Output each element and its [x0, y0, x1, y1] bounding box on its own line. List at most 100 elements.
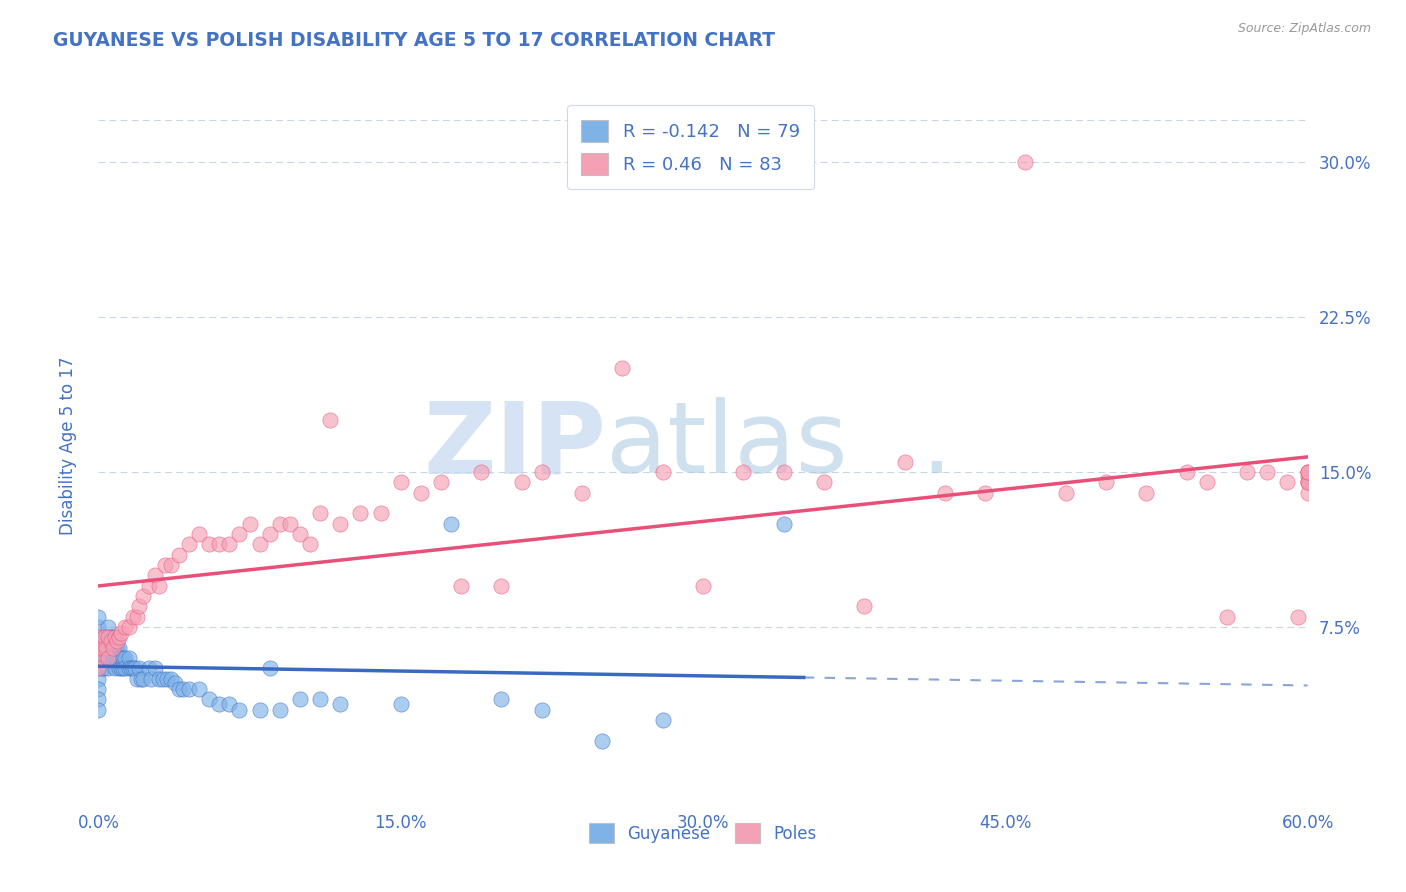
Point	[1216, 609, 1239, 624]
Point	[121, 609, 143, 624]
Point	[87, 640, 110, 655]
Point	[96, 651, 118, 665]
Point	[974, 485, 997, 500]
Point	[101, 640, 124, 655]
Point	[450, 579, 472, 593]
Point	[148, 579, 170, 593]
Point	[110, 661, 132, 675]
Point	[87, 692, 110, 706]
Point	[138, 661, 160, 675]
Point	[103, 640, 125, 655]
Point	[128, 661, 150, 675]
Point	[87, 703, 110, 717]
Point	[1296, 485, 1319, 500]
Point	[934, 485, 956, 500]
Point	[188, 681, 211, 696]
Point	[1195, 475, 1218, 490]
Point	[107, 661, 129, 675]
Point	[97, 630, 120, 644]
Point	[97, 651, 120, 665]
Point	[132, 589, 155, 603]
Point	[309, 692, 332, 706]
Point	[612, 361, 634, 376]
Point	[105, 634, 128, 648]
Point	[125, 672, 148, 686]
Point	[87, 620, 110, 634]
Point	[96, 630, 118, 644]
Point	[93, 661, 115, 675]
Point	[100, 651, 122, 665]
Point	[118, 651, 141, 665]
Point	[96, 640, 118, 655]
Text: Source: ZipAtlas.com: Source: ZipAtlas.com	[1237, 22, 1371, 36]
Y-axis label: Disability Age 5 to 17: Disability Age 5 to 17	[59, 357, 77, 535]
Point	[249, 703, 271, 717]
Point	[853, 599, 876, 614]
Point	[259, 661, 281, 675]
Point	[97, 620, 120, 634]
Point	[114, 661, 136, 675]
Point	[329, 697, 352, 711]
Point	[114, 651, 136, 665]
Point	[218, 537, 240, 551]
Point	[299, 537, 322, 551]
Point	[228, 703, 250, 717]
Point	[91, 640, 114, 655]
Point	[278, 516, 301, 531]
Point	[167, 681, 190, 696]
Point	[409, 485, 432, 500]
Text: .: .	[921, 398, 952, 494]
Point	[132, 672, 155, 686]
Point	[179, 681, 201, 696]
Point	[470, 465, 492, 479]
Point	[101, 630, 124, 644]
Point	[129, 672, 152, 686]
Point	[138, 579, 160, 593]
Point	[733, 465, 755, 479]
Point	[97, 661, 120, 675]
Point	[87, 630, 110, 644]
Point	[148, 672, 170, 686]
Point	[93, 630, 115, 644]
Point	[179, 537, 201, 551]
Point	[651, 713, 673, 727]
Point	[370, 506, 392, 520]
Point	[120, 661, 142, 675]
Point	[101, 651, 124, 665]
Point	[651, 465, 673, 479]
Point	[103, 651, 125, 665]
Point	[571, 485, 593, 500]
Point	[530, 465, 553, 479]
Point	[153, 558, 176, 572]
Point	[1296, 469, 1319, 483]
Point	[1277, 475, 1299, 490]
Point	[772, 516, 794, 531]
Point	[107, 651, 129, 665]
Point	[208, 537, 231, 551]
Point	[1175, 465, 1198, 479]
Point	[118, 661, 141, 675]
Text: atlas: atlas	[606, 398, 848, 494]
Point	[1296, 475, 1319, 490]
Point	[269, 703, 291, 717]
Point	[105, 651, 128, 665]
Point	[107, 640, 129, 655]
Point	[188, 527, 211, 541]
Point	[128, 599, 150, 614]
Point	[198, 692, 221, 706]
Point	[1296, 465, 1319, 479]
Point	[100, 630, 122, 644]
Point	[103, 661, 125, 675]
Point	[87, 651, 110, 665]
Point	[139, 672, 162, 686]
Point	[87, 651, 110, 665]
Point	[530, 703, 553, 717]
Point	[1286, 609, 1309, 624]
Point	[110, 651, 132, 665]
Point	[97, 640, 120, 655]
Point	[491, 579, 513, 593]
Point	[163, 676, 186, 690]
Point	[87, 661, 110, 675]
Point	[125, 609, 148, 624]
Point	[87, 681, 110, 696]
